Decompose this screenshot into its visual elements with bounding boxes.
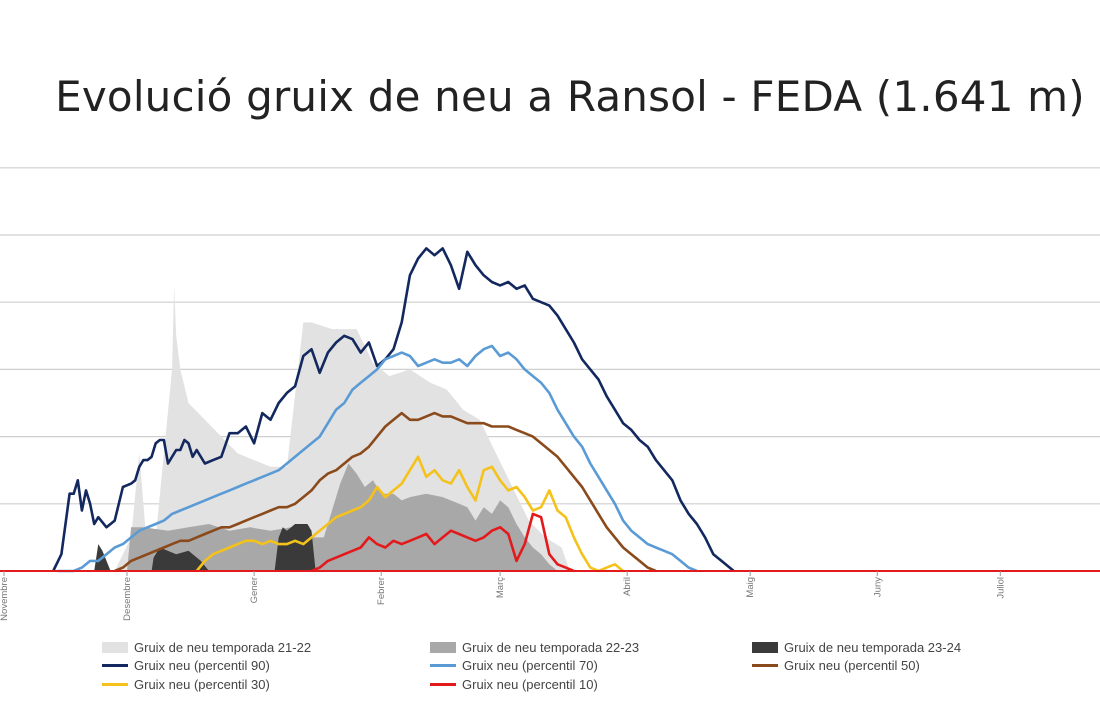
chart-title: Evolució gruix de neu a Ransol - FEDA (1… bbox=[55, 72, 1085, 121]
legend-swatch bbox=[102, 642, 128, 653]
legend-label: Gruix neu (percentil 90) bbox=[134, 658, 270, 673]
x-tick-label: Juny bbox=[872, 577, 883, 597]
legend-swatch bbox=[102, 664, 128, 667]
legend-label: Gruix neu (percentil 50) bbox=[784, 658, 920, 673]
legend-label: Gruix neu (percentil 10) bbox=[462, 677, 598, 692]
legend-label: Gruix neu (percentil 30) bbox=[134, 677, 270, 692]
legend-label: Gruix de neu temporada 22-23 bbox=[462, 640, 640, 655]
line-series bbox=[57, 344, 698, 573]
x-tick-label: Febrer bbox=[376, 577, 387, 605]
line-series bbox=[114, 411, 657, 573]
chart-plot: Novembre Desembre Gener Febrer Març Abril Maig… bbox=[0, 167, 1100, 621]
legend-item: Gruix neu (percentil 10) bbox=[430, 677, 598, 692]
area-series bbox=[94, 524, 316, 571]
x-tick-label: Abril bbox=[622, 577, 633, 596]
legend-swatch bbox=[430, 642, 456, 653]
legend-item: Gruix de neu temporada 21-22 bbox=[102, 640, 311, 655]
line-series bbox=[311, 512, 575, 573]
x-tick-label: Desembre bbox=[122, 577, 133, 621]
legend: Gruix de neu temporada 21-22 Gruix de neu… bbox=[0, 640, 1100, 710]
area-series bbox=[114, 285, 570, 571]
legend-label: Gruix de neu temporada 23-24 bbox=[784, 640, 962, 655]
legend-swatch bbox=[430, 683, 456, 686]
legend-item: Gruix neu (percentil 50) bbox=[752, 658, 920, 673]
legend-item: Gruix neu (percentil 70) bbox=[430, 658, 598, 673]
x-tick-label: Novembre bbox=[0, 577, 10, 621]
x-tick-label: Gener bbox=[249, 577, 260, 603]
legend-item: Gruix de neu temporada 23-24 bbox=[752, 640, 961, 655]
legend-swatch bbox=[430, 664, 456, 667]
line-series-layer bbox=[52, 247, 735, 573]
x-tick-label: Març bbox=[495, 577, 506, 598]
legend-swatch bbox=[752, 664, 778, 667]
line-series bbox=[195, 455, 624, 573]
legend-item: Gruix de neu temporada 22-23 bbox=[430, 640, 639, 655]
x-axis: Novembre Desembre Gener Febrer Març Abril Maig… bbox=[0, 570, 1100, 621]
legend-swatch bbox=[102, 683, 128, 686]
legend-label: Gruix neu (percentil 70) bbox=[462, 658, 598, 673]
legend-item: Gruix neu (percentil 30) bbox=[102, 677, 270, 692]
line-series bbox=[52, 247, 735, 573]
x-tick-label: Maig bbox=[745, 577, 756, 598]
legend-swatch bbox=[752, 642, 778, 653]
legend-label: Gruix de neu temporada 21-22 bbox=[134, 640, 312, 655]
x-tick-label: Juliol bbox=[995, 577, 1006, 599]
legend-item: Gruix neu (percentil 90) bbox=[102, 658, 270, 673]
